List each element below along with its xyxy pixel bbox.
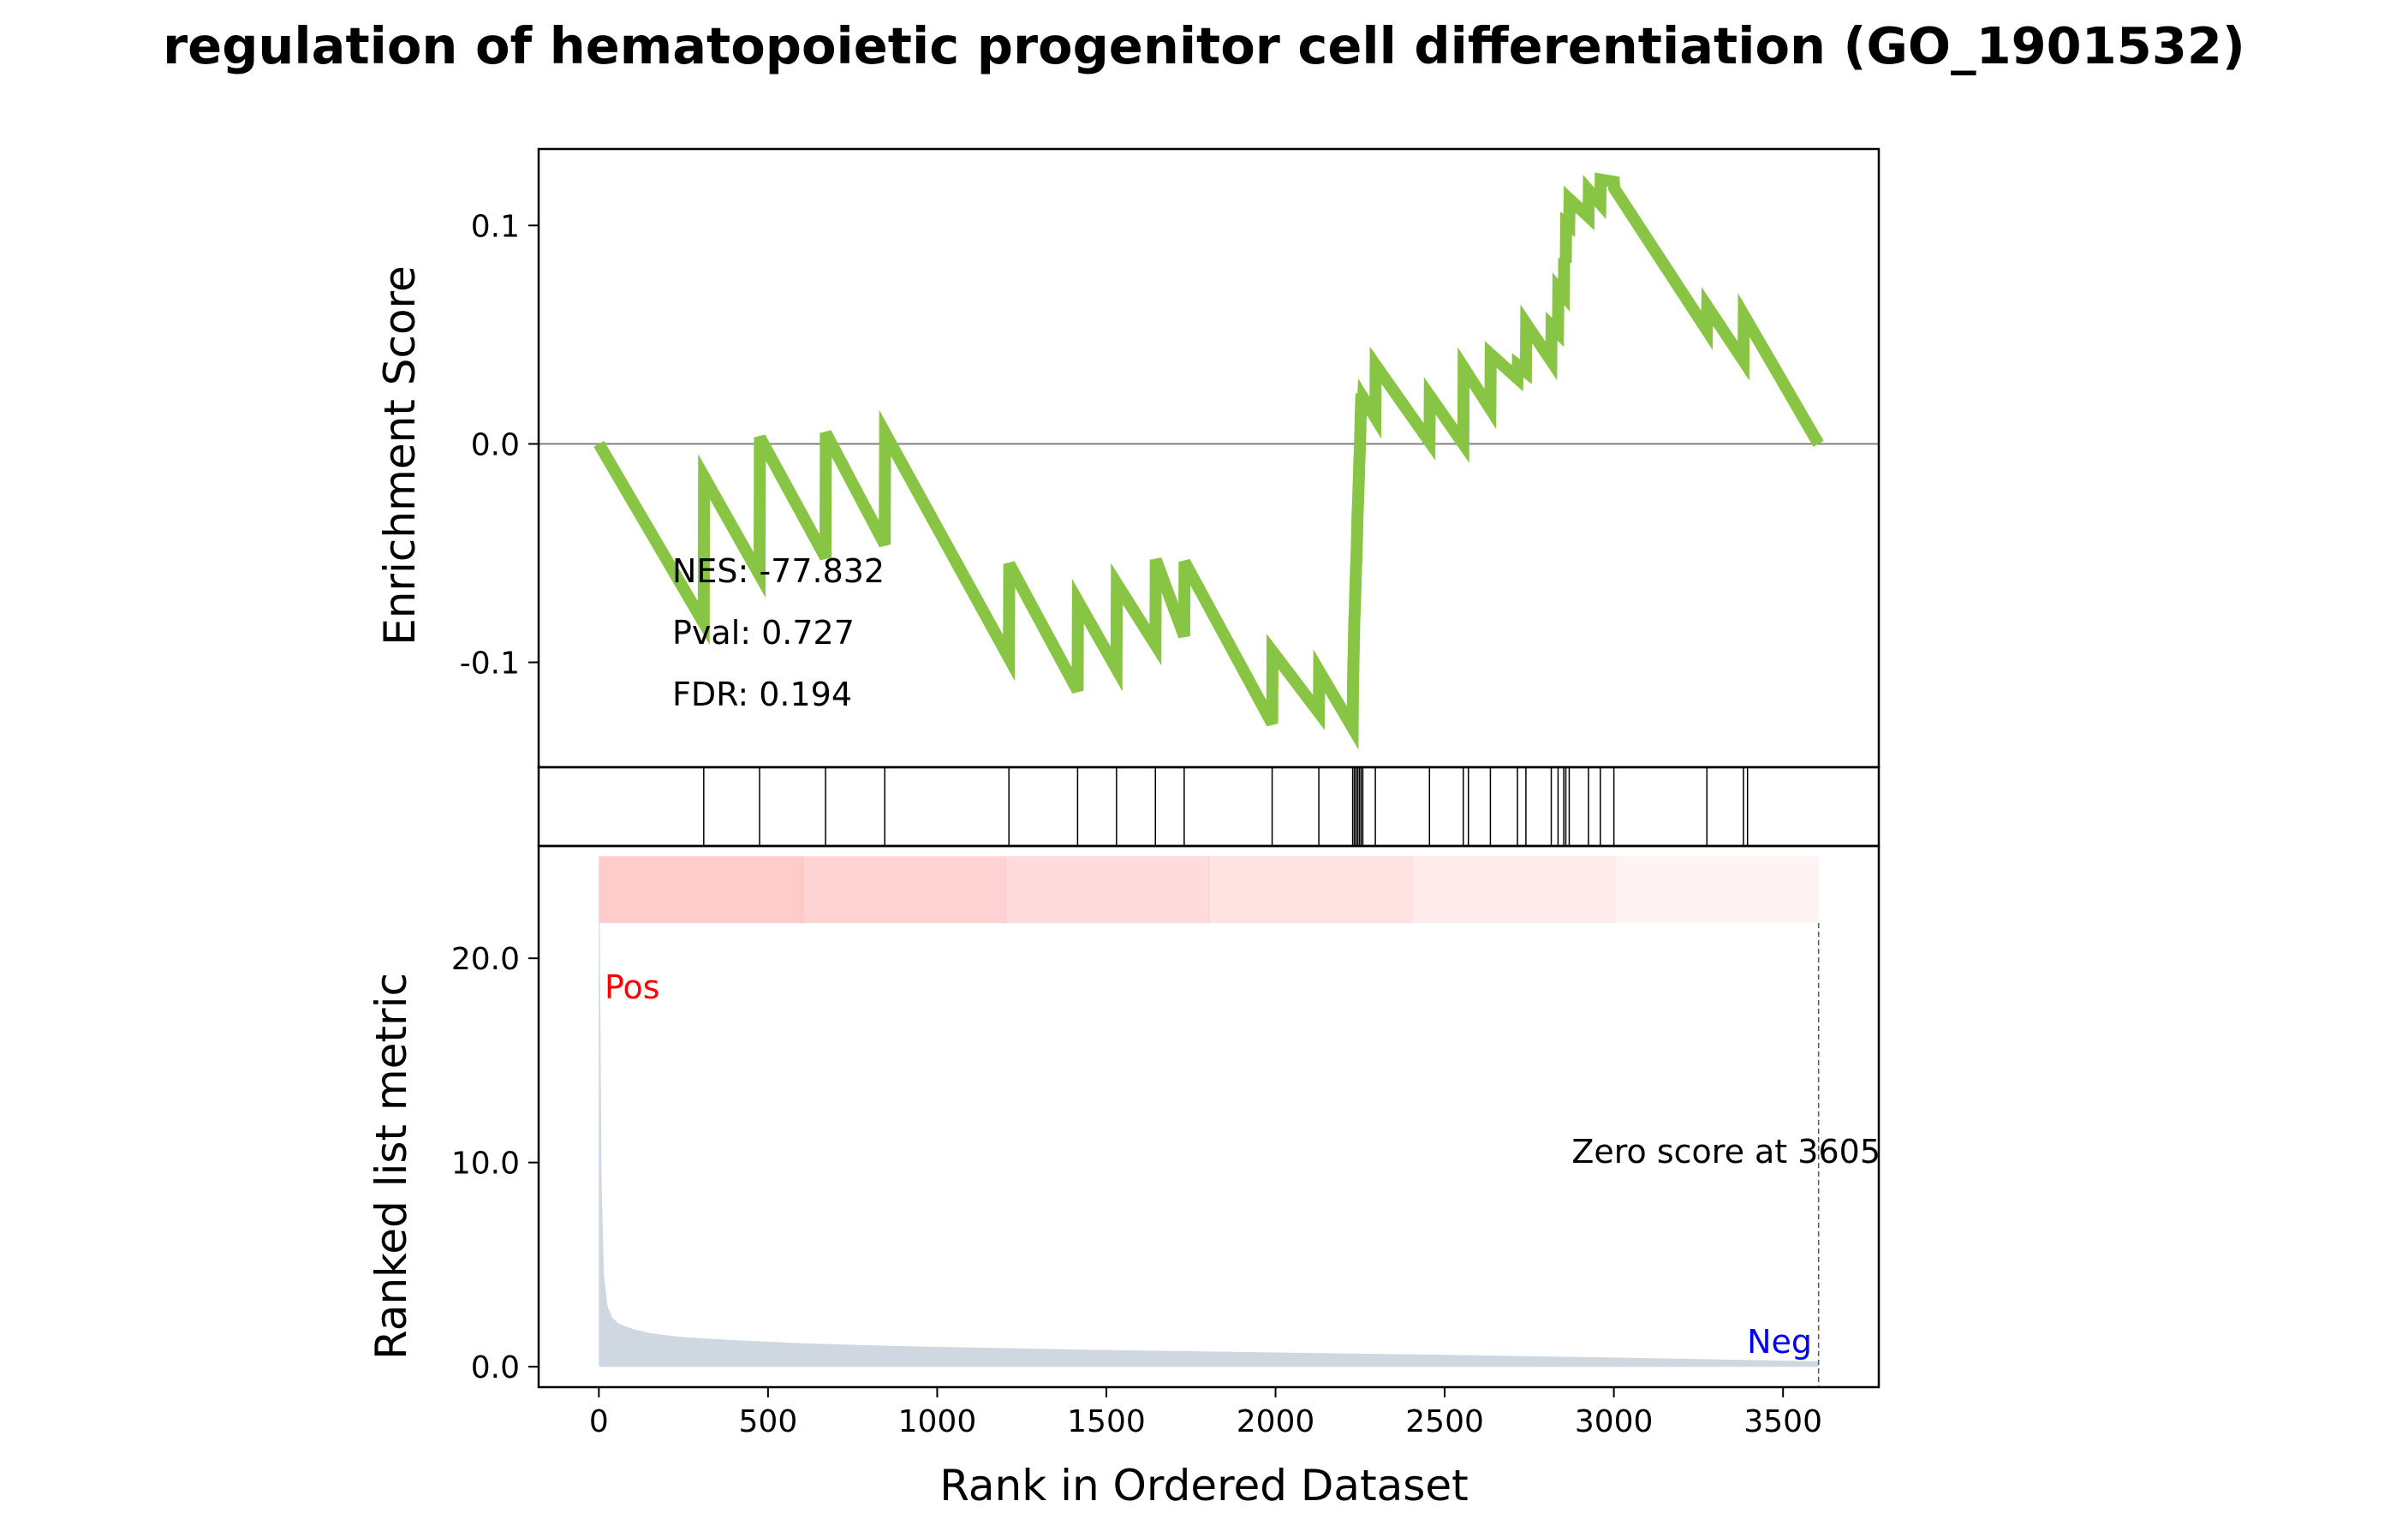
gene-hits-panel <box>537 766 1881 848</box>
zero-score-label: Zero score at 3605 <box>1571 1133 1881 1171</box>
metric-panel-frame <box>537 844 1881 1389</box>
x-axis: 0 500 1000 1500 2000 2500 3000 3500 <box>589 1387 1822 1439</box>
es-y-tick-label: 0.1 <box>471 209 520 244</box>
heat-strip-segment <box>1208 856 1413 923</box>
x-tick-label: 3000 <box>1575 1404 1654 1439</box>
metric-y-axis-label: Ranked list metric <box>367 973 416 1360</box>
x-tick-label: 2000 <box>1237 1404 1315 1439</box>
pval-label: Pval: 0.727 <box>672 614 855 652</box>
x-tick-label: 1500 <box>1067 1404 1146 1439</box>
heat-strip-segment <box>1005 856 1209 923</box>
fdr-label: FDR: 0.194 <box>672 676 852 713</box>
enrichment-score-line <box>593 172 1824 750</box>
metric-y-tick-label: 0.0 <box>471 1350 520 1385</box>
es-y-axis-label: Enrichment Score <box>375 265 425 646</box>
x-tick-label: 2500 <box>1405 1404 1484 1439</box>
nes-label: NES: -77.832 <box>672 552 885 590</box>
hits-panel-frame <box>537 766 1881 848</box>
heat-strip-segment <box>1411 856 1616 923</box>
es-y-tick-label: 0.0 <box>471 427 520 462</box>
enrichment-score-panel: 0.1 0.0 -0.1 NES: -77.832 Pval: 0.727 FDR:… <box>375 147 1881 769</box>
x-tick-label: 500 <box>739 1404 798 1439</box>
metric-y-tick-label: 20.0 <box>451 942 520 977</box>
ranked-metric-area <box>599 855 1819 1367</box>
chart-title: regulation of hematopoietic progenitor c… <box>163 16 2245 75</box>
es-y-tick-label: -0.1 <box>460 646 520 682</box>
metric-y-axis: 0.0 10.0 20.0 <box>451 942 539 1385</box>
x-tick-label: 3500 <box>1743 1404 1822 1439</box>
rank-heat-strip <box>599 856 1820 923</box>
ranked-metric-panel: 0.0 10.0 20.0 0 500 1000 1500 2000 2500 3000 3500… <box>367 844 1881 1510</box>
heat-strip-segment <box>802 856 1006 923</box>
es-panel-frame <box>537 147 1881 769</box>
es-y-axis: 0.1 0.0 -0.1 <box>460 209 539 682</box>
heat-strip-segment <box>1615 856 1820 923</box>
pos-label: Pos <box>605 968 660 1006</box>
metric-y-tick-label: 10.0 <box>451 1147 520 1182</box>
neg-label: Neg <box>1747 1323 1812 1361</box>
x-tick-label: 1000 <box>898 1404 977 1439</box>
x-axis-label: Rank in Ordered Dataset <box>939 1461 1468 1510</box>
heat-strip-segment <box>599 856 803 923</box>
x-tick-label: 0 <box>589 1404 609 1439</box>
